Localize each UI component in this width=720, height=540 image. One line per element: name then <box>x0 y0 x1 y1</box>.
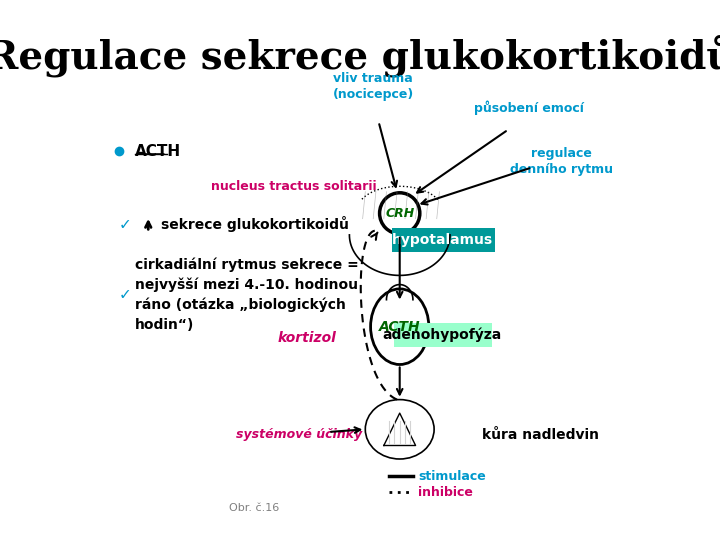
Text: sekrece glukokortikoidů: sekrece glukokortikoidů <box>161 216 349 232</box>
Text: Obr. č.16: Obr. č.16 <box>229 503 279 512</box>
Text: nucleus tractus solitarii: nucleus tractus solitarii <box>211 180 377 193</box>
Text: adenohypofýza: adenohypofýza <box>382 328 502 342</box>
Text: stimulace: stimulace <box>418 470 486 483</box>
Text: ACTH: ACTH <box>135 144 181 159</box>
Text: inhibice: inhibice <box>418 486 473 499</box>
FancyBboxPatch shape <box>395 323 492 347</box>
FancyBboxPatch shape <box>392 228 495 252</box>
Text: vliv trauma
(nocicepce): vliv trauma (nocicepce) <box>333 72 414 101</box>
Ellipse shape <box>371 289 429 365</box>
Text: ACTH: ACTH <box>379 320 420 334</box>
Text: cirkadiální rytmus sekrece =
nejvyšší mezi 4.-10. hodinou
ráno (otázka „biologic: cirkadiální rytmus sekrece = nejvyšší me… <box>135 257 359 332</box>
Text: CRH: CRH <box>385 207 414 220</box>
Text: ✓: ✓ <box>119 217 132 232</box>
Text: kůra nadledvin: kůra nadledvin <box>482 428 599 442</box>
Text: působení emocí: působení emocí <box>474 101 585 115</box>
Ellipse shape <box>365 400 434 459</box>
Text: ✓: ✓ <box>119 287 132 302</box>
Text: Regulace sekrece glukokortikoidů: Regulace sekrece glukokortikoidů <box>0 35 720 78</box>
Text: systémové účinky: systémové účinky <box>236 428 362 441</box>
Text: regulace
denního rytmu: regulace denního rytmu <box>510 147 613 177</box>
Text: kortizol: kortizol <box>278 330 336 345</box>
Text: hypotalamus: hypotalamus <box>392 233 492 247</box>
